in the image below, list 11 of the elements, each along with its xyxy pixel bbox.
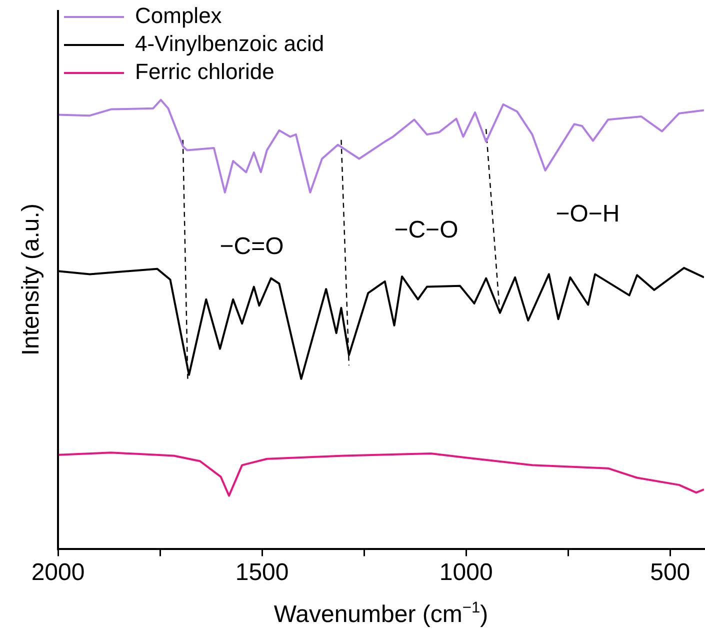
legend-label: Ferric chloride [135, 59, 274, 84]
x-tick-label: 1500 [235, 559, 289, 586]
x-tick-label: 1000 [439, 559, 493, 586]
x-tick-label: 500 [650, 559, 690, 586]
legend-label: Complex [135, 3, 222, 28]
annotation: −O−H [556, 200, 620, 228]
annotation: −C−O [394, 216, 458, 244]
x-tick-label: 2000 [31, 559, 85, 586]
y-axis-title: Intensity (a.u.) [18, 204, 45, 356]
legend-label: 4-Vinylbenzoic acid [135, 31, 324, 56]
annotation: −C=O [220, 232, 284, 260]
